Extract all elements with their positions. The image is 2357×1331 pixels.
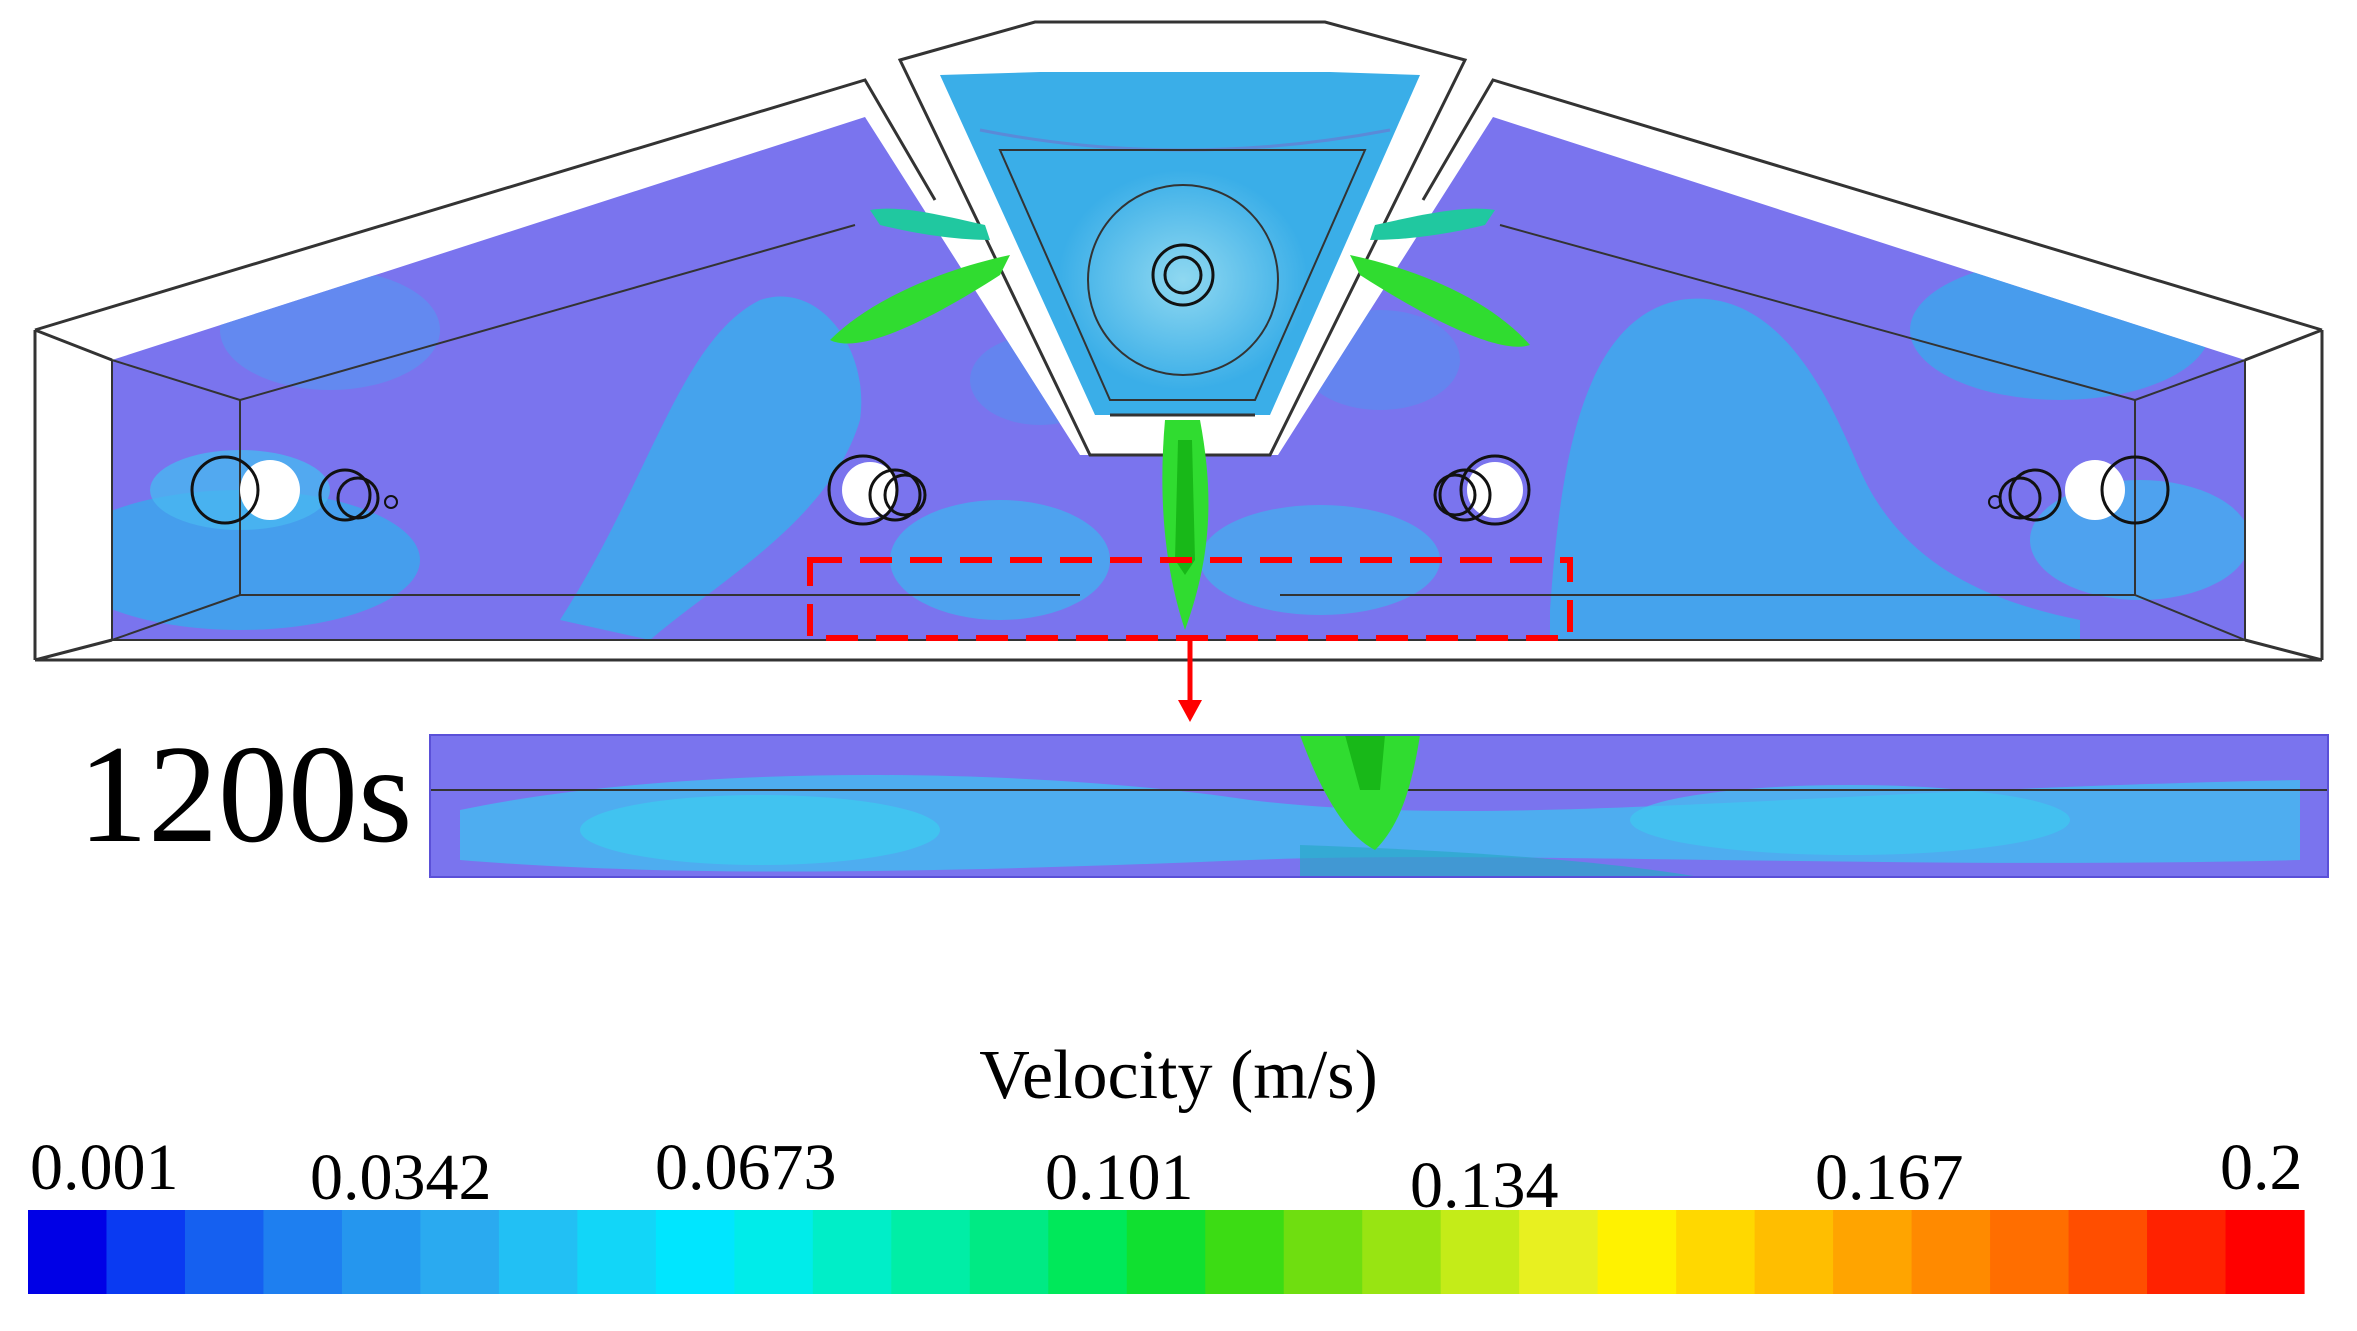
velocity-colorbar [28,1210,2305,1294]
jet-plumes [830,208,1530,630]
colorbar-swatch [184,1210,265,1294]
colorbar-swatch [1833,1210,1913,1294]
colorbar-swatch [1519,1210,1599,1294]
zoomed-panel-frame [429,734,2329,878]
colorbar-swatch [1597,1210,1677,1294]
colorbar-swatch [106,1210,186,1294]
colorbar-swatch [263,1210,343,1294]
colorbar-swatch [2225,1210,2305,1294]
colorbar-swatch [655,1210,735,1294]
colorbar-swatch [1911,1210,1991,1294]
colorbar-swatch [969,1210,1049,1294]
nozzle-ports [190,454,2170,526]
colorbar-tick-label: 0.0342 [310,1141,492,1214]
zoomed-detail-panel [430,735,2328,877]
time-label: 1200s [78,717,413,872]
central-hopper [897,20,1468,457]
colorbar-swatch [28,1210,108,1294]
colorbar-tick-label: 0.167 [1815,1141,1964,1214]
colorbar-swatch [577,1210,657,1294]
zoom-annotation [807,557,1573,722]
colorbar-swatch [1126,1210,1206,1294]
colorbar-tick-label: 0.134 [1410,1149,1559,1222]
colorbar-swatch [1205,1210,1285,1294]
colorbar-tick-label: 0.101 [1045,1141,1194,1214]
colorbar-swatch [1283,1210,1363,1294]
colorbar-swatch [1362,1210,1442,1294]
colorbar-swatch [2147,1210,2227,1294]
colorbar-tick-label: 0.0673 [655,1131,837,1204]
colorbar-swatch [1440,1210,1520,1294]
colorbar-swatch [1676,1210,1756,1294]
colorbar-swatch [812,1210,892,1294]
colorbar-tick-label: 0.001 [30,1131,179,1204]
colorbar-tick-label: 0.2 [2220,1131,2303,1204]
colorbar-swatch [341,1210,422,1294]
colorbar-swatch [1048,1210,1128,1294]
colorbar-swatch [498,1210,578,1294]
colorbar-title: Velocity (m/s) [979,1037,1378,1114]
colorbar-swatch [1754,1210,1834,1294]
colorbar-swatch [734,1210,814,1294]
colorbar-swatch [891,1210,971,1294]
colorbar-swatch [420,1210,500,1294]
colorbar-swatch [1990,1210,2070,1294]
colorbar-swatch [2068,1210,2148,1294]
